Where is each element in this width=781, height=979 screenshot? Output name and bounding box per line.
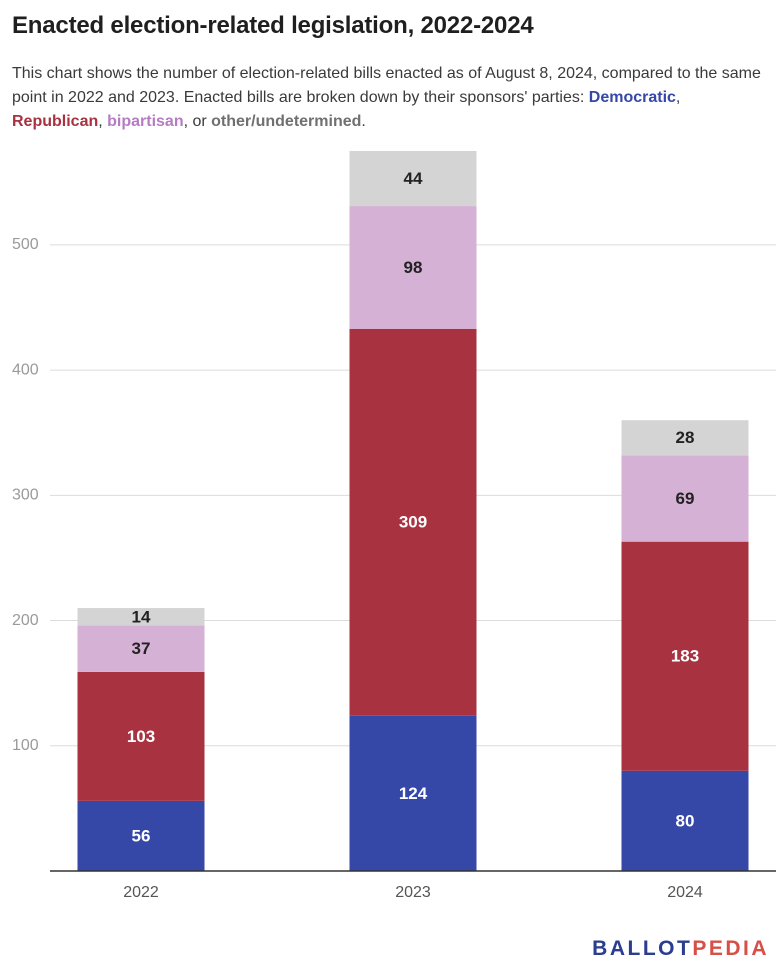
x-category-label: 2024 [667, 884, 703, 901]
legend-separator: , or [183, 113, 212, 130]
bar-value-label: 37 [132, 639, 151, 658]
bar-value-label: 183 [671, 647, 699, 666]
bar-segment [349, 206, 477, 329]
y-tick-label: 100 [12, 737, 39, 754]
subtitle-intro: This chart shows the number of election-… [12, 65, 761, 106]
bar-value-label: 80 [676, 811, 695, 830]
bar-segment [621, 770, 749, 871]
bar-value-label: 14 [132, 607, 151, 626]
bar-segment [349, 150, 477, 207]
bar-value-label: 98 [404, 258, 423, 277]
bar-segment [349, 715, 477, 871]
logo-part-ballot: BALLOT [592, 937, 693, 960]
legend-bipartisan: bipartisan [107, 113, 184, 130]
legend-other: other/undetermined [211, 113, 362, 130]
legend-republican: Republican [12, 113, 99, 130]
bar-value-label: 103 [127, 727, 155, 746]
y-tick-label: 500 [12, 236, 39, 253]
bar-value-label: 124 [399, 784, 428, 803]
bar-segment [77, 671, 205, 801]
y-tick-label: 300 [12, 487, 39, 504]
bar-segment [621, 455, 749, 542]
bar-value-label: 309 [399, 513, 427, 532]
bar-segment [77, 625, 205, 672]
bar-segment [349, 328, 477, 716]
x-category-label: 2023 [395, 884, 431, 901]
x-category-label: 2022 [123, 884, 159, 901]
y-tick-label: 200 [12, 612, 39, 629]
bar-value-label: 28 [676, 428, 695, 447]
chart-subtitle: This chart shows the number of election-… [12, 62, 772, 134]
subtitle-end: . [361, 113, 366, 130]
chart-title: Enacted election-related legislation, 20… [12, 12, 534, 39]
ballotpedia-logo: BALLOTPEDIA [592, 937, 769, 961]
bar-segment [77, 800, 205, 871]
bar-segment [77, 608, 205, 626]
legend-democratic: Democratic [588, 89, 676, 106]
bar-segment [621, 420, 749, 456]
logo-part-pedia: PEDIA [692, 937, 769, 960]
bar-value-label: 56 [132, 826, 151, 845]
legend-separator: , [98, 113, 108, 130]
bar-value-label: 44 [404, 169, 423, 188]
bar-segment [621, 541, 749, 771]
legend-separator: , [675, 89, 681, 106]
bar-value-label: 69 [676, 489, 695, 508]
y-tick-label: 400 [12, 361, 39, 378]
